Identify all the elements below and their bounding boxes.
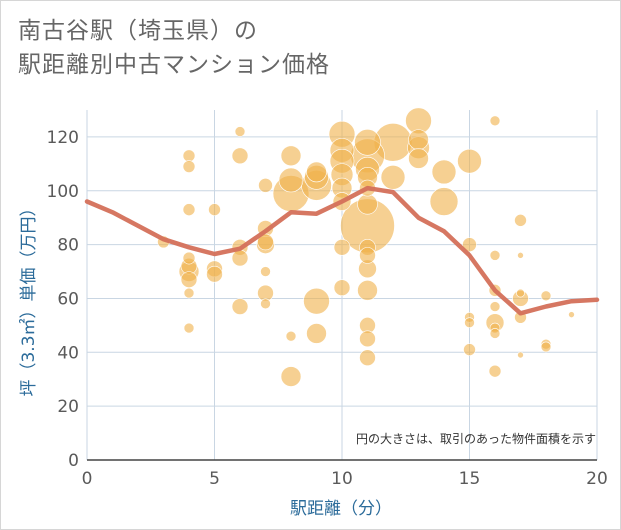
bubble-point [278, 167, 304, 193]
bubble-point [354, 129, 381, 156]
bubble-point [333, 279, 351, 296]
bubble-point [280, 366, 302, 387]
bubble-point [514, 214, 527, 227]
bubble-point [231, 249, 249, 267]
bubble-point [489, 115, 501, 127]
bubble-point [183, 287, 195, 299]
bubble-point [462, 237, 477, 252]
bubble-point [489, 301, 501, 312]
chart-title-line-2: 駅距離別中古マンション価格 [18, 52, 330, 78]
bubble-point [306, 323, 327, 344]
bubble-point [357, 193, 378, 215]
bubble-point [408, 129, 429, 150]
bubble-point [182, 149, 196, 163]
trend-line-group [84, 185, 600, 316]
bubble-point [231, 298, 249, 315]
chart-title: 南古谷駅（埼玉県）の 駅距離別中古マンション価格 [18, 14, 330, 82]
x-tick-label: 5 [209, 469, 220, 489]
bubble-point [182, 160, 196, 173]
bubble-point [463, 343, 476, 356]
bubble-point [208, 203, 221, 216]
bubble-point [540, 290, 552, 302]
bubble-point [285, 330, 297, 342]
bubble-point [457, 148, 482, 174]
y-tick-label: 100 [47, 182, 79, 202]
x-tick-label: 20 [586, 469, 608, 489]
bubble-point [182, 251, 196, 265]
bubble-point [333, 239, 351, 256]
bubble-point [258, 178, 273, 193]
axes: 0 5 10 15 20 0 20 40 60 80 100 120 [47, 128, 608, 489]
x-tick-label: 0 [82, 469, 93, 489]
bubble-point [517, 252, 524, 259]
bubble-point [234, 126, 246, 137]
bubble-size-note: 円の大きさは、取引のあった物件面積を示す [356, 431, 596, 446]
bubbles [157, 107, 575, 387]
bubble-point [306, 161, 327, 183]
y-tick-label: 120 [47, 128, 79, 148]
bubble-point [303, 287, 330, 315]
bubble-point [517, 351, 524, 359]
bubble-point [260, 266, 271, 277]
bubble-point [429, 187, 459, 216]
bubble-point [540, 341, 552, 353]
bubble-point [359, 349, 376, 366]
y-axis-title: 坪（3.3㎡）単価（万円） [19, 199, 39, 396]
bubble-point [408, 148, 429, 169]
y-tick-label: 20 [57, 397, 79, 417]
bubble-point [464, 317, 475, 328]
bubble-point [280, 145, 302, 167]
x-tick-label: 15 [459, 469, 481, 489]
bubble-point [206, 265, 223, 283]
bubble-point [568, 311, 575, 318]
y-tick-label: 40 [57, 343, 79, 363]
x-axis-title: 駅距離（分） [290, 499, 392, 519]
bubble-point [488, 364, 502, 378]
bubble-point [516, 288, 525, 298]
bubble-point [359, 330, 376, 348]
average-price-line [84, 185, 600, 316]
y-tick-label: 80 [57, 236, 79, 256]
x-tick-label: 10 [331, 469, 353, 489]
chart-title-line-1: 南古谷駅（埼玉県）の [18, 18, 258, 44]
bubble-point [260, 298, 271, 310]
bubble-point [357, 280, 378, 301]
bubble-point [380, 165, 406, 190]
y-tick-label: 0 [68, 451, 79, 471]
bubble-point [231, 147, 249, 165]
bubble-point [182, 203, 196, 216]
bubble-point [180, 271, 198, 288]
bubble-point [183, 322, 195, 334]
y-tick-label: 60 [57, 289, 79, 309]
bubble-point [489, 250, 501, 261]
bubble-point [489, 328, 501, 339]
bubble-point [431, 159, 457, 185]
bubble-point [359, 247, 376, 264]
